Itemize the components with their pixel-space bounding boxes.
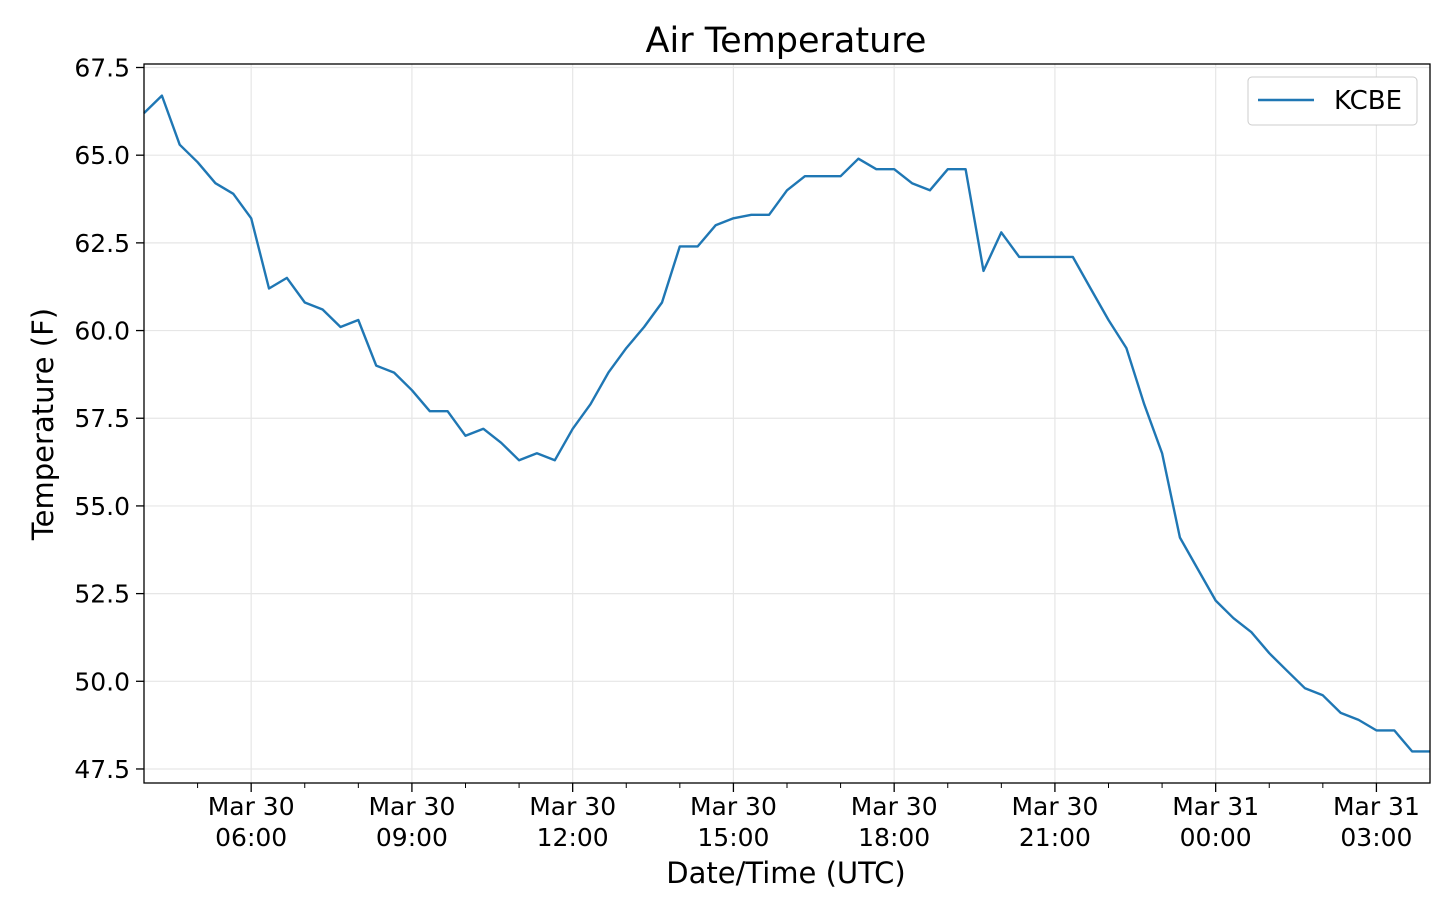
y-tick-label: 62.5: [74, 229, 130, 258]
x-tick-label-time: 03:00: [1340, 823, 1412, 852]
x-tick-label-time: 00:00: [1180, 823, 1252, 852]
y-axis-label: Temperature (F): [26, 308, 60, 541]
y-tick-label: 55.0: [74, 492, 130, 521]
x-tick-label-time: 18:00: [858, 823, 930, 852]
x-axis-label: Date/Time (UTC): [666, 856, 905, 890]
y-tick-label: 57.5: [74, 404, 130, 433]
x-tick-label-time: 15:00: [697, 823, 769, 852]
plot-area: [143, 94, 1431, 753]
x-tick-label-date: Mar 30: [851, 792, 938, 821]
chart-title: Air Temperature: [646, 21, 927, 61]
x-tick-label-date: Mar 30: [368, 792, 455, 821]
y-tick-label: 50.0: [74, 667, 130, 696]
axis-ticks: 47.5 50.0 52.5 55.0 57.5 60.0 62.5 65.0 67.5 Mar …: [74, 54, 1420, 852]
x-tick-label-date: Mar 30: [529, 792, 616, 821]
x-tick-label-time: 21:00: [1019, 823, 1091, 852]
y-tick-label: 47.5: [74, 755, 130, 784]
legend: KCBE: [1247, 76, 1418, 126]
x-tick-label-time: 09:00: [376, 823, 448, 852]
y-tick-label: 67.5: [74, 54, 130, 83]
x-tick-label-time: 12:00: [537, 823, 609, 852]
y-tick-label: 60.0: [74, 317, 130, 346]
x-tick-label-date: Mar 31: [1333, 792, 1420, 821]
x-tick-label-date: Mar 31: [1172, 792, 1259, 821]
x-tick-label-date: Mar 30: [690, 792, 777, 821]
x-tick-label-date: Mar 30: [1011, 792, 1098, 821]
x-tick-label-time: 06:00: [215, 823, 287, 852]
grid-lines: [144, 64, 1430, 783]
y-tick-label: 65.0: [74, 141, 130, 170]
x-tick-label-date: Mar 30: [208, 792, 295, 821]
legend-label-kcbe: KCBE: [1334, 86, 1402, 116]
legend-frame: [1247, 76, 1418, 126]
y-tick-label: 52.5: [74, 580, 130, 609]
